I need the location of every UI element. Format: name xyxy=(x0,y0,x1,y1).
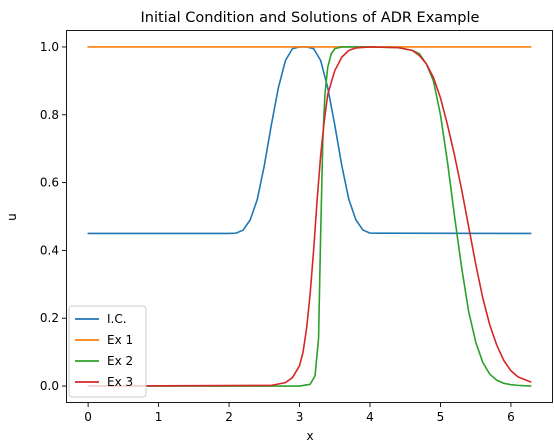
x-axis: 0 1 2 3 4 5 6 xyxy=(84,403,515,424)
x-axis-label: x xyxy=(306,429,313,443)
legend-label: Ex 3 xyxy=(107,375,133,389)
series-line-4 xyxy=(87,46,532,387)
y-tick-label: 0.4 xyxy=(40,243,59,257)
y-tick-label: 1.0 xyxy=(40,40,59,54)
chart-title: Initial Condition and Solutions of ADR E… xyxy=(141,10,480,26)
x-tick-label: 2 xyxy=(225,410,233,424)
legend-label: Ex 1 xyxy=(107,333,133,347)
x-tick-label: 6 xyxy=(507,410,515,424)
y-tick-label: 0.0 xyxy=(40,379,59,393)
legend-label: Ex 2 xyxy=(107,354,133,368)
x-tick-label: 1 xyxy=(155,410,163,424)
y-axis-label: u xyxy=(5,213,19,221)
y-axis: 0.0 0.2 0.4 0.6 0.8 1.0 xyxy=(40,40,66,393)
y-tick-label: 0.2 xyxy=(40,311,59,325)
plot-area xyxy=(66,30,553,403)
x-tick-label: 4 xyxy=(366,410,374,424)
legend-label: I.C. xyxy=(107,312,127,326)
plot-frame xyxy=(66,30,553,403)
y-tick-label: 0.8 xyxy=(40,108,59,122)
x-tick-label: 0 xyxy=(84,410,92,424)
y-tick-label: 0.6 xyxy=(40,176,59,190)
legend-box xyxy=(68,305,147,398)
legend: I.C. Ex 1 Ex 2 Ex 3 xyxy=(68,305,147,398)
x-tick-label: 5 xyxy=(437,410,445,424)
x-tick-label: 3 xyxy=(296,410,304,424)
